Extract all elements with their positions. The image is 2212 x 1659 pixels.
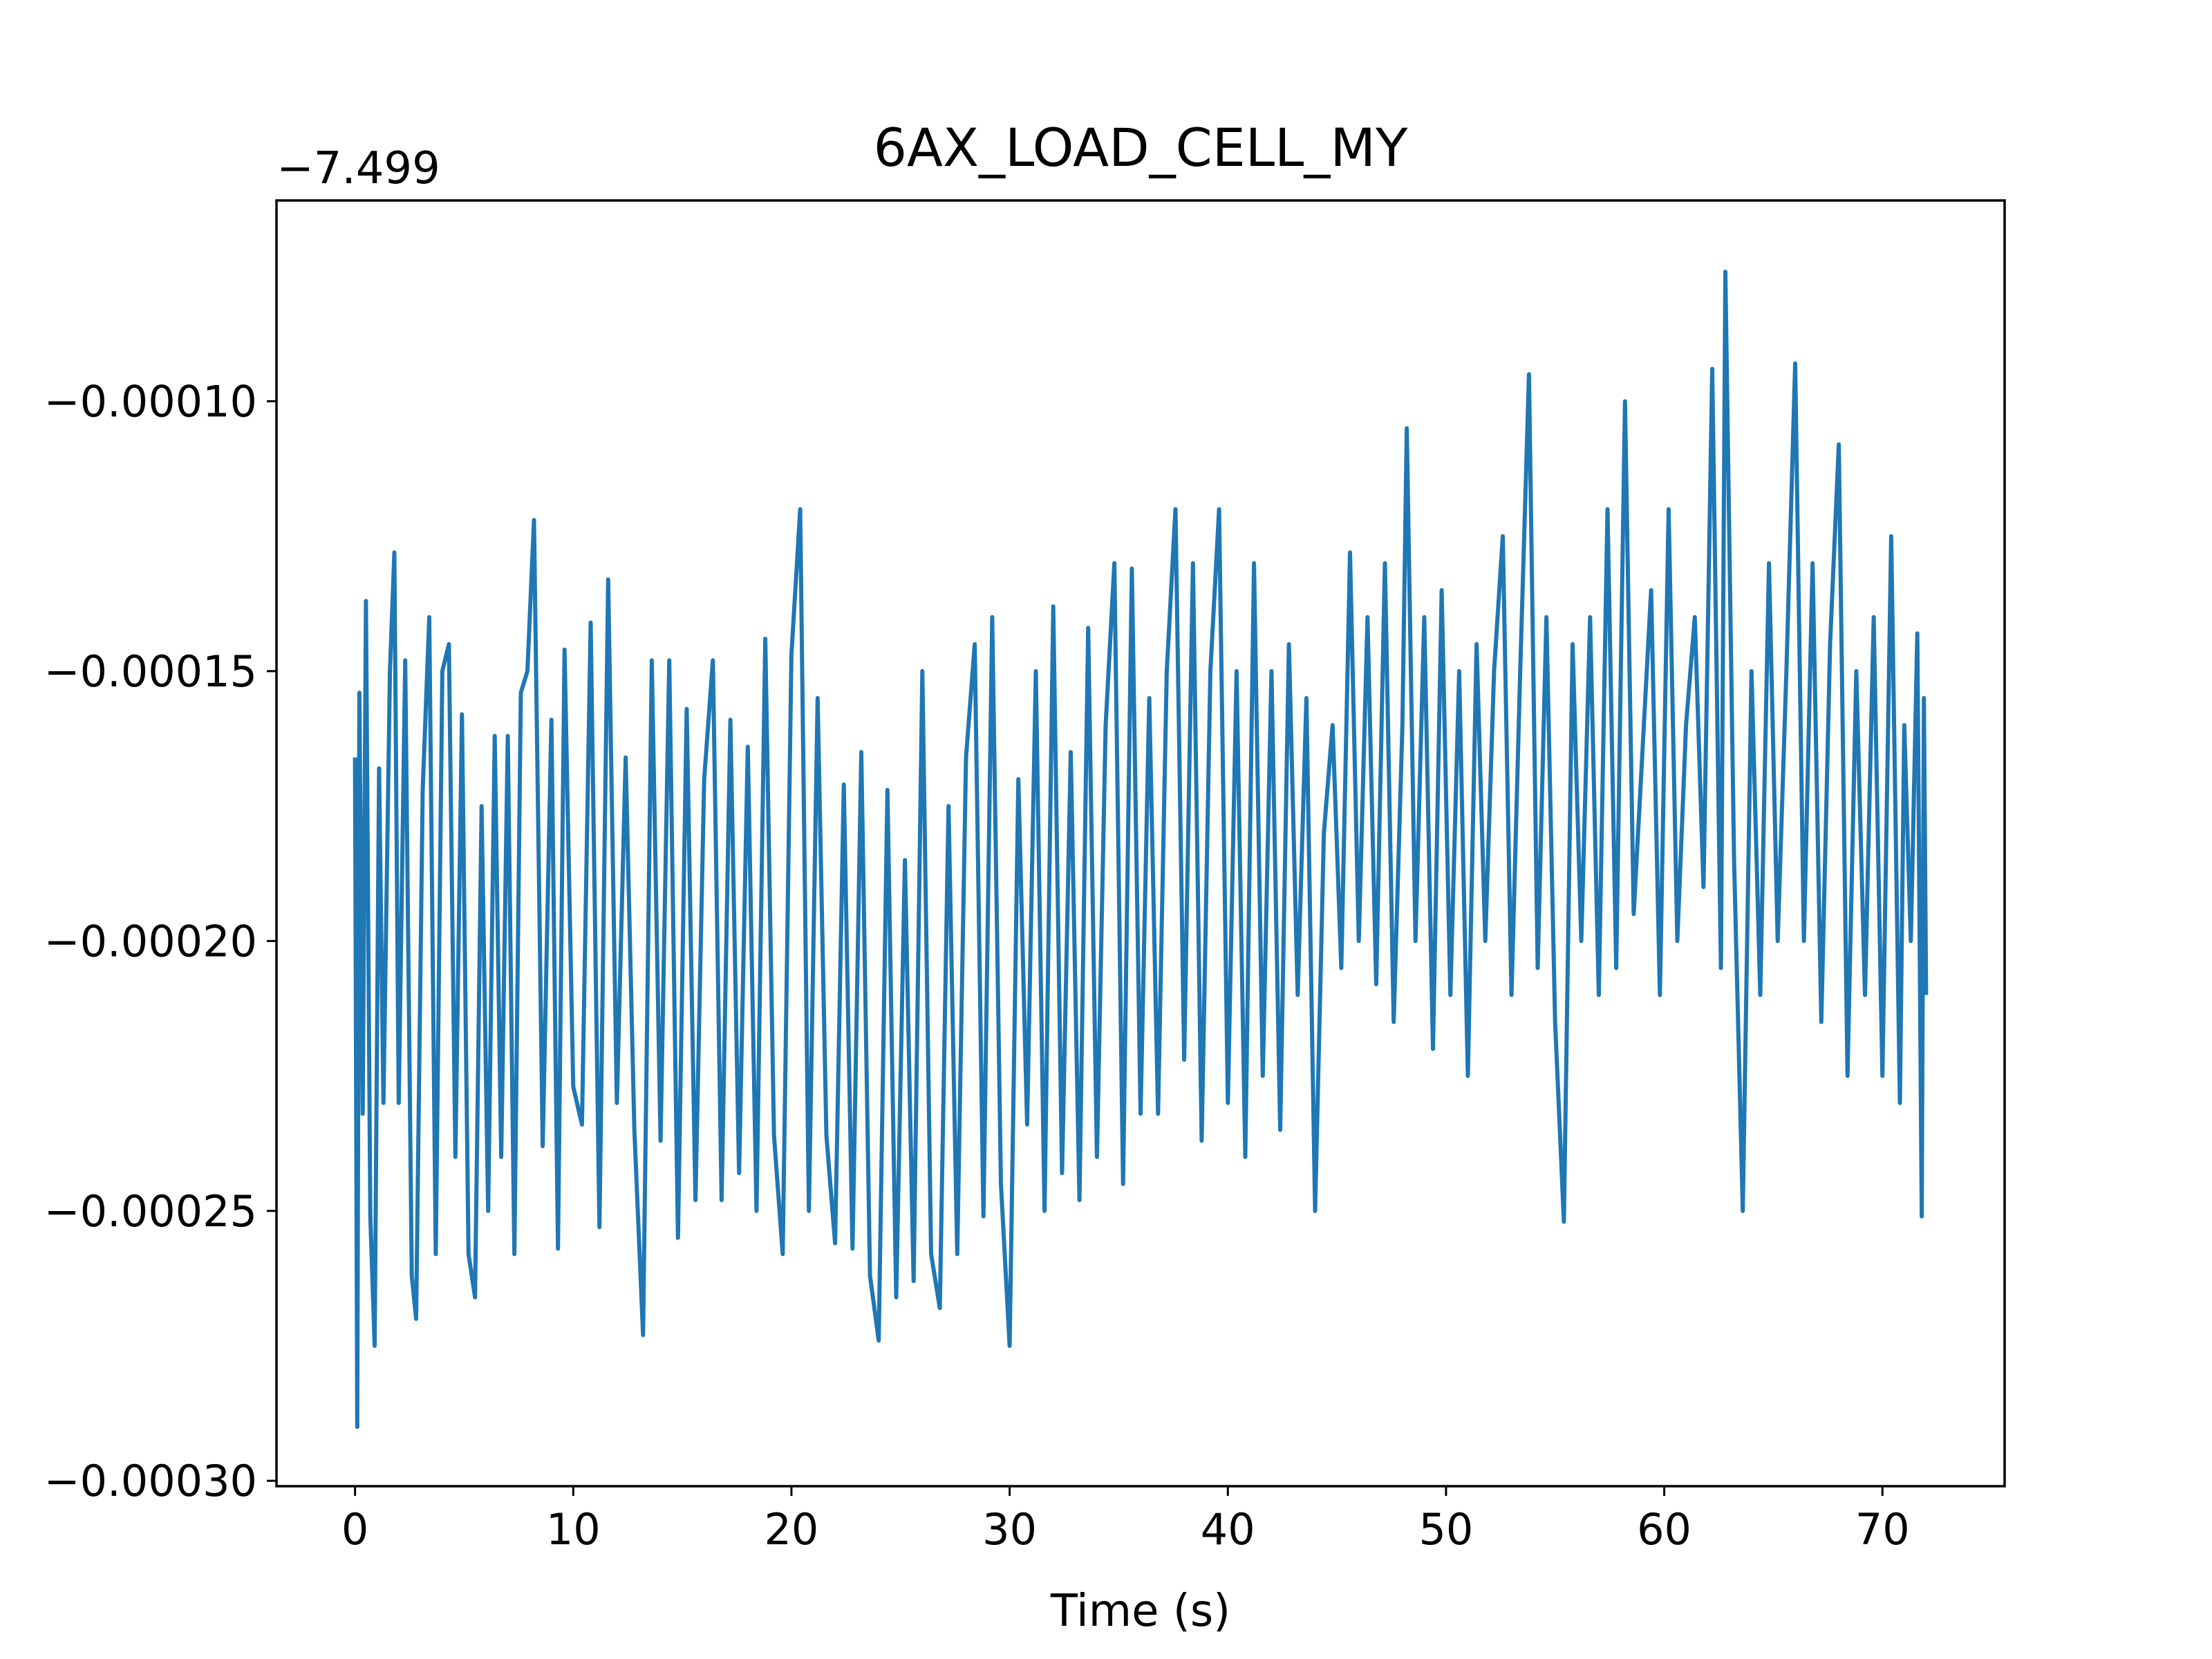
y-axis-offset-label: −7.499 (276, 143, 440, 194)
x-tick-label: 70 (1855, 1504, 1910, 1555)
x-tick-label: 60 (1637, 1504, 1691, 1555)
chart-title: 6AX_LOAD_CELL_MY (874, 117, 1408, 178)
x-tick-label: 40 (1201, 1504, 1255, 1555)
x-tick-label: 0 (341, 1504, 368, 1555)
x-tick-label: 10 (546, 1504, 601, 1555)
series-line-0 (353, 270, 1929, 1430)
x-tick-label: 20 (764, 1504, 818, 1555)
x-axis: 0 10 20 30 40 50 60 70 (341, 1486, 1910, 1555)
series-layer (353, 270, 1929, 1430)
y-tick-label: −0.00015 (44, 646, 257, 697)
y-axis: −0.00030 −0.00025 −0.00020 −0.00015 −0.00010 (44, 376, 276, 1506)
plot-frame (275, 199, 2006, 1488)
x-axis-label: Time (s) (1050, 1586, 1230, 1637)
x-tick-label: 50 (1418, 1504, 1473, 1555)
plot-area (275, 199, 2006, 1488)
y-tick-label: −0.00010 (44, 376, 257, 427)
x-tick-label: 30 (982, 1504, 1037, 1555)
y-tick-label: −0.00020 (44, 916, 257, 966)
y-tick-label: −0.00030 (44, 1456, 257, 1506)
y-tick-label: −0.00025 (44, 1186, 257, 1237)
